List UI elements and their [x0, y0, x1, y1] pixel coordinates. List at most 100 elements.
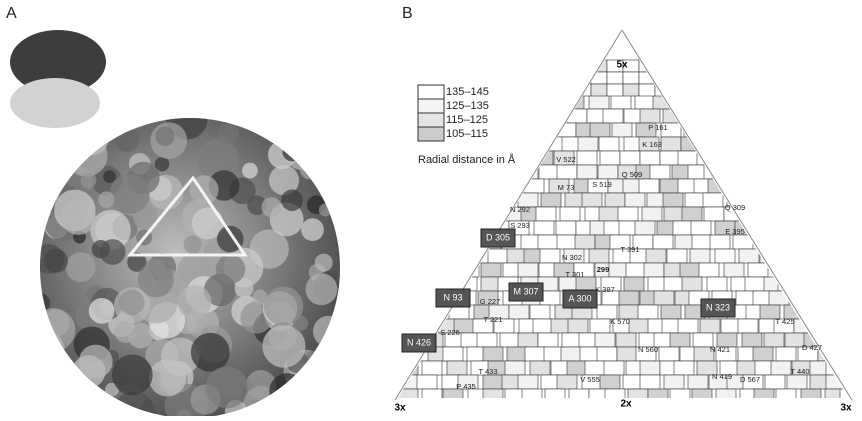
legend-label: 135–145	[446, 86, 489, 98]
roadmap-cell	[732, 95, 752, 109]
residue-label: M 307	[513, 286, 538, 296]
roadmap-cell	[816, 291, 836, 305]
roadmap-cell	[830, 305, 850, 319]
roadmap-cell	[597, 347, 617, 361]
residue-label: V 522	[556, 155, 576, 164]
roadmap-cell	[624, 277, 644, 291]
roadmap-cell	[682, 277, 702, 291]
roadmap-cell	[779, 249, 799, 263]
roadmap-cell	[841, 249, 861, 263]
capsid-texture	[315, 254, 333, 272]
roadmap-cell	[803, 207, 823, 221]
roadmap-cell	[493, 137, 513, 151]
roadmap-cell	[453, 249, 473, 263]
residue-label: T 440	[790, 367, 809, 376]
roadmap-cell	[488, 207, 508, 221]
legend-label: 105–115	[446, 128, 488, 140]
roadmap-cell	[775, 151, 795, 165]
roadmap-cell	[829, 179, 849, 193]
roadmap-cell	[843, 375, 862, 389]
roadmap-cell	[524, 179, 544, 193]
roadmap-cell	[715, 249, 735, 263]
roadmap-cell	[462, 179, 482, 193]
legend-swatch	[418, 127, 444, 141]
roadmap-cell	[623, 72, 639, 84]
roadmap-cell	[819, 95, 839, 109]
capsid-texture	[115, 128, 139, 152]
symmetry-label: 3x	[840, 403, 852, 414]
roadmap-cell	[418, 165, 438, 179]
roadmap-cell	[829, 319, 849, 333]
panel-label: B	[402, 5, 413, 22]
capsid-texture	[121, 410, 134, 416]
capsid-texture	[296, 104, 337, 145]
roadmap-cell	[623, 84, 639, 96]
roadmap-cell	[751, 151, 771, 165]
roadmap-cell	[483, 179, 503, 193]
roadmap-cell	[699, 263, 719, 277]
roadmap-cell	[765, 207, 785, 221]
roadmap-cell	[533, 319, 553, 333]
capsid-texture	[298, 374, 332, 408]
roadmap-cell	[478, 193, 498, 207]
roadmap-cell	[833, 151, 853, 165]
capsid-texture	[303, 366, 321, 384]
roadmap-cell	[577, 151, 597, 165]
roadmap-cell	[607, 84, 623, 96]
roadmap-cell	[722, 109, 742, 123]
capsid-texture	[292, 384, 310, 402]
roadmap-cell	[672, 95, 692, 109]
roadmap-cell	[833, 123, 853, 137]
roadmap-cell	[760, 221, 780, 235]
symmetry-label: 2x	[620, 399, 632, 410]
roadmap-cell	[842, 165, 862, 179]
residue-label: K 163	[642, 140, 662, 149]
roadmap-cell	[697, 95, 717, 109]
roadmap-cell	[530, 361, 550, 375]
roadmap-cell	[756, 235, 776, 249]
roadmap-cell	[481, 263, 501, 277]
roadmap-cell	[710, 137, 730, 151]
roadmap-cell	[436, 263, 456, 277]
roadmap-cell	[639, 84, 655, 96]
roadmap-cell	[557, 235, 577, 249]
roadmap-cell	[706, 123, 726, 137]
roadmap-cell	[556, 123, 576, 137]
roadmap-cell	[779, 207, 799, 221]
roadmap-cell	[692, 389, 712, 403]
roadmap-cell	[832, 277, 852, 291]
roadmap-cell	[439, 193, 459, 207]
roadmap-cell	[500, 333, 520, 347]
roadmap-cell	[717, 95, 737, 109]
residue-label: N 302	[562, 253, 582, 262]
roadmap-cell	[754, 389, 774, 403]
roadmap-cell	[398, 109, 418, 123]
roadmap-cell	[420, 263, 440, 277]
roadmap-cell	[776, 389, 796, 403]
roadmap-cell	[805, 95, 825, 109]
roadmap-cell	[707, 277, 727, 291]
roadmap-cell	[442, 235, 462, 249]
roadmap-cell	[398, 221, 418, 235]
roadmap-cell	[590, 123, 610, 137]
roadmap-cell	[605, 193, 625, 207]
residue-label: N 426	[407, 337, 431, 347]
residue-label: Q 309	[725, 203, 745, 212]
roadmap-cell	[483, 375, 503, 389]
residue-label: N 419	[712, 372, 732, 381]
roadmap-cell	[599, 137, 619, 151]
roadmap-cell	[488, 249, 508, 263]
capsid-texture	[242, 163, 258, 179]
roadmap-cell	[611, 95, 631, 109]
capsid-texture	[32, 308, 75, 351]
roadmap-cell	[680, 263, 700, 277]
capsid-texture	[290, 395, 311, 416]
capsid-texture	[69, 131, 84, 146]
residue-label: K 387	[595, 285, 615, 294]
roadmap-cell	[797, 151, 817, 165]
roadmap-cell	[778, 277, 798, 291]
roadmap-cell	[576, 277, 596, 291]
roadmap-cell	[644, 263, 664, 277]
roadmap-cell	[538, 333, 558, 347]
roadmap-cell	[492, 109, 512, 123]
